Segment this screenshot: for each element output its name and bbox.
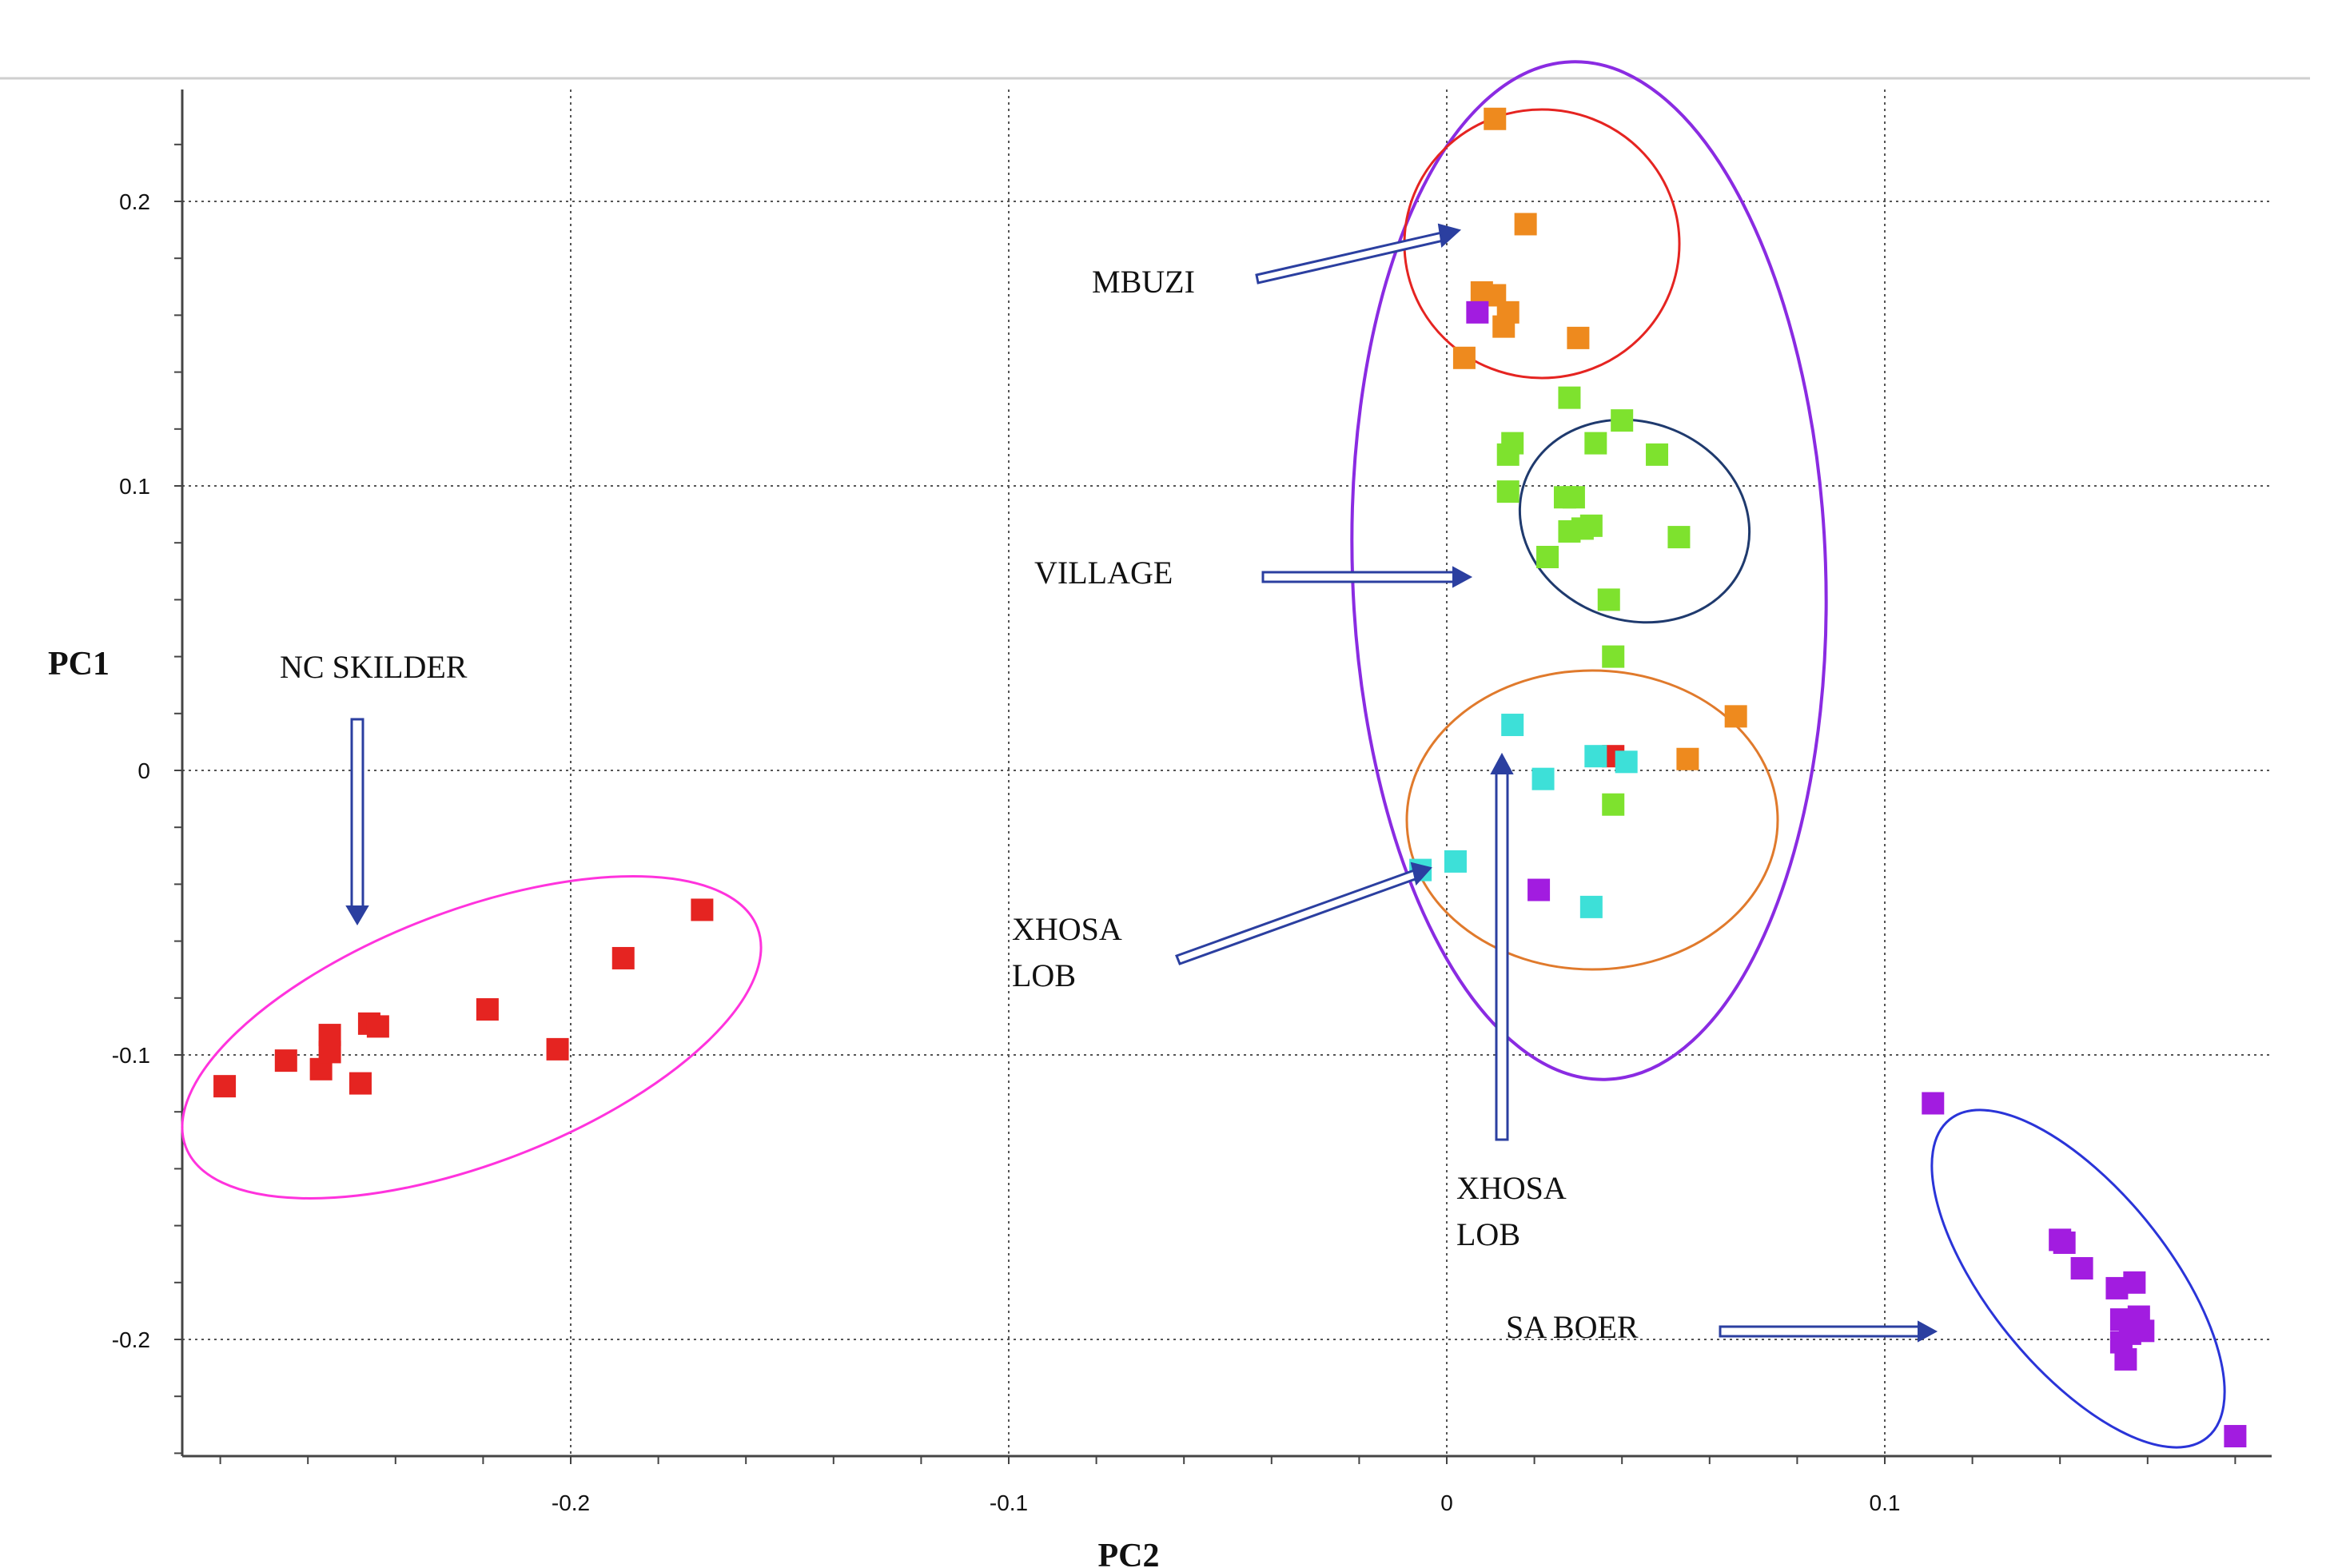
y-tick-label: -0.1	[112, 1043, 150, 1068]
ticks: -0.2 -0.1 0 0.1 0.2 0.1 0 -0.1 -0.2	[112, 143, 2236, 1515]
point-sa-boer	[2224, 1425, 2247, 1448]
xhosa-lob-left-arrow	[1175, 862, 1432, 965]
annotation-arrows	[345, 223, 1938, 1343]
point-village	[1558, 386, 1581, 409]
point-mbuzi	[1724, 705, 1747, 728]
annotation-nc-skilder: NC SKILDER	[280, 649, 468, 685]
x-tick-label: 0.1	[1870, 1490, 1901, 1515]
point-village	[1646, 443, 1669, 466]
point-mbuzi	[1514, 213, 1537, 236]
point-sa-boer	[1922, 1092, 1945, 1115]
point-xhosa-lob	[1584, 745, 1607, 768]
x-tick-label: -0.1	[990, 1490, 1028, 1515]
point-sa-boer	[2123, 1271, 2146, 1294]
annotation-village: VILLAGE	[1034, 555, 1173, 591]
annotation-xhosa-lob-left: XHOSA LOB	[1012, 911, 1122, 993]
annotation-xhosa-lob-bottom: XHOSA LOB	[1456, 1170, 1567, 1252]
point-xhosa-lob	[1501, 714, 1524, 737]
annotation-mbuzi: MBUZI	[1092, 264, 1195, 300]
y-axis-title: PC1	[48, 646, 110, 683]
x-tick-label: 0	[1440, 1490, 1453, 1515]
grid	[182, 90, 2272, 1456]
point-xhosa-lob	[1579, 895, 1603, 918]
village-ellipse	[1518, 418, 1751, 624]
nc-skilder-ellipse	[181, 875, 763, 1200]
outer-group-ellipse	[1350, 60, 1828, 1081]
point-mbuzi	[1452, 346, 1476, 369]
point-mbuzi	[1484, 107, 1507, 130]
point-nc-skilder	[274, 1049, 297, 1073]
point-village	[1602, 793, 1625, 816]
point-mbuzi	[1676, 747, 1699, 770]
point-village	[1536, 546, 1559, 568]
village-arrow	[1261, 566, 1473, 588]
xhosa-lob-ellipse	[1405, 669, 1779, 971]
x-tick-label: -0.2	[552, 1490, 590, 1515]
y-tick-label: 0	[137, 758, 150, 783]
point-mbuzi	[1567, 326, 1590, 349]
point-sa-boer	[2114, 1347, 2137, 1371]
point-nc-skilder	[691, 898, 714, 921]
point-nc-skilder	[546, 1037, 569, 1061]
y-tick-label: 0.2	[119, 189, 150, 214]
y-tick-label: 0.1	[119, 474, 150, 499]
point-sa-boer	[1466, 300, 1489, 324]
point-xhosa-lob	[1531, 767, 1555, 790]
point-mbuzi	[1492, 315, 1516, 338]
annotation-sa-boer: SA BOER	[1506, 1309, 1639, 1345]
mbuzi-arrow	[1255, 223, 1462, 285]
point-xhosa-lob	[1615, 750, 1638, 774]
point-sa-boer	[1527, 878, 1551, 901]
sa-boer-ellipse	[1930, 1108, 2226, 1449]
point-village	[1602, 645, 1625, 668]
point-village	[1597, 588, 1620, 611]
point-nc-skilder	[349, 1072, 372, 1095]
y-tick-label: -0.2	[112, 1327, 150, 1352]
nc-skilder-arrow	[345, 718, 369, 925]
sa-boer-arrow	[1719, 1320, 1938, 1343]
point-sa-boer	[2070, 1257, 2093, 1279]
point-nc-skilder	[476, 998, 499, 1021]
point-village	[1584, 432, 1607, 455]
x-axis-title: PC2	[1098, 1538, 1160, 1568]
point-sa-boer	[2053, 1231, 2076, 1254]
xhosa-lob-vertical-arrow	[1490, 752, 1514, 1141]
cluster-ellipses	[181, 60, 2226, 1449]
axes	[181, 90, 2272, 1458]
data-points	[213, 107, 2247, 1448]
point-sa-boer	[2132, 1319, 2155, 1343]
point-nc-skilder	[366, 1015, 389, 1038]
point-village	[1496, 480, 1520, 503]
point-village	[1496, 443, 1520, 466]
point-nc-skilder	[611, 946, 635, 969]
point-village	[1667, 526, 1691, 549]
annotation-labels: NC SKILDER MBUZI VILLAGE XHOSA LOB XHOSA L…	[280, 264, 1639, 1345]
point-village	[1611, 409, 1634, 432]
point-nc-skilder	[318, 1041, 341, 1064]
point-xhosa-lob	[1444, 850, 1467, 873]
point-nc-skilder	[213, 1075, 237, 1098]
point-village	[1579, 514, 1603, 537]
point-village	[1562, 486, 1585, 509]
